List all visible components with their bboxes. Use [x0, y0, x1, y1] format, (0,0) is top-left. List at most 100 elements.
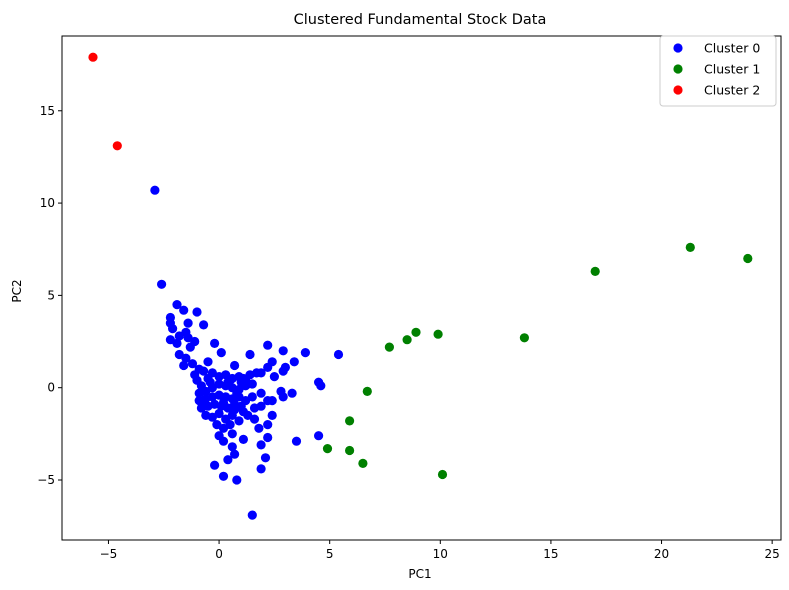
point-cluster-0-85: [278, 346, 288, 356]
point-cluster-0-113: [256, 440, 266, 450]
point-cluster-1-7: [743, 253, 753, 264]
y-tick-label: 10: [40, 196, 55, 210]
legend-frame: [659, 35, 777, 107]
point-cluster-0-80: [263, 340, 273, 350]
point-cluster-0-61: [207, 412, 217, 422]
point-cluster-0-107: [238, 407, 248, 417]
point-cluster-0-16: [185, 342, 195, 352]
point-cluster-0-19: [203, 357, 213, 367]
point-cluster-0-82: [230, 360, 240, 371]
point-cluster-0-111: [227, 429, 237, 439]
point-cluster-0-68: [225, 420, 235, 430]
point-cluster-1-2: [411, 327, 421, 337]
point-cluster-1-10: [322, 444, 333, 454]
point-cluster-0-116: [227, 442, 237, 452]
point-cluster-0-95: [256, 388, 266, 398]
point-cluster-0-93: [280, 362, 290, 372]
point-cluster-0-74: [218, 397, 229, 408]
point-cluster-0-102: [267, 396, 277, 406]
point-cluster-0-108: [249, 414, 260, 424]
point-cluster-0-14: [165, 335, 175, 345]
point-cluster-1-3: [433, 329, 443, 339]
point-cluster-0-84: [267, 357, 277, 367]
y-axis-title: PC2: [10, 279, 24, 302]
point-cluster-1-4: [519, 333, 530, 343]
point-cluster-0-109: [254, 423, 264, 433]
point-cluster-0-26: [199, 366, 209, 376]
point-cluster-0-9: [168, 324, 178, 334]
point-cluster-0-22: [187, 359, 198, 369]
point-cluster-1-12: [358, 458, 368, 468]
point-cluster-0-117: [223, 455, 233, 465]
point-cluster-1-13: [437, 469, 448, 480]
x-tick-label: −5: [100, 547, 118, 561]
point-cluster-0-17: [210, 338, 220, 348]
legend-label: Cluster 1: [704, 62, 760, 77]
point-cluster-0-100: [247, 392, 257, 402]
point-cluster-0-1: [157, 279, 167, 289]
x-axis-title: PC1: [408, 567, 431, 581]
y-tick-label: 15: [40, 104, 55, 118]
plot-frame: [61, 35, 782, 541]
point-cluster-0-18: [216, 348, 226, 358]
chart-title: Clustered Fundamental Stock Data: [294, 12, 547, 28]
point-cluster-0-118: [230, 449, 240, 459]
y-tick-label: 0: [47, 381, 55, 395]
point-cluster-2-0: [88, 52, 98, 62]
point-cluster-0-76: [225, 375, 235, 385]
series-cluster-0: [150, 185, 344, 520]
point-cluster-0-112: [238, 434, 248, 444]
point-cluster-0-126: [232, 475, 242, 485]
point-cluster-0-92: [269, 372, 279, 382]
axes: −5 0 5 10 15 20 25 −5 0 5 10 15: [37, 35, 782, 561]
point-cluster-0-24: [179, 360, 189, 371]
series-cluster-1: [322, 242, 753, 480]
legend-marker: [673, 85, 683, 95]
point-cluster-1-11: [345, 445, 355, 456]
point-cluster-0-73: [199, 399, 209, 409]
point-cluster-0-121: [291, 436, 302, 446]
point-cluster-0-75: [230, 399, 240, 409]
y-tick-label: 5: [47, 288, 55, 302]
y-tick-label: −5: [37, 473, 55, 487]
x-tick-label: 5: [326, 547, 334, 561]
point-cluster-0-99: [316, 381, 326, 391]
point-cluster-1-0: [384, 342, 394, 352]
point-cluster-0-12: [174, 331, 184, 341]
point-cluster-0-97: [287, 388, 297, 398]
point-cluster-0-30: [207, 368, 217, 378]
point-cluster-0-88: [333, 349, 344, 360]
plot-area: [88, 52, 753, 520]
point-cluster-0-2: [172, 300, 182, 310]
x-tick-label: 20: [654, 547, 669, 561]
point-cluster-0-72: [205, 377, 215, 387]
point-cluster-0-6: [199, 320, 209, 330]
point-cluster-0-62: [214, 408, 224, 419]
point-cluster-0-94: [243, 379, 253, 389]
x-tick-label: 10: [433, 547, 448, 561]
point-cluster-0-122: [314, 431, 324, 441]
point-cluster-0-87: [300, 348, 310, 358]
point-cluster-0-105: [278, 392, 288, 402]
point-cluster-1-5: [590, 266, 600, 276]
legend-marker: [673, 43, 683, 53]
x-tick-label: 15: [543, 547, 558, 561]
point-cluster-0-124: [256, 464, 266, 474]
point-cluster-0-5: [183, 318, 193, 328]
point-cluster-0-81: [245, 349, 255, 360]
point-cluster-0-70: [232, 388, 242, 398]
point-cluster-0-115: [218, 436, 229, 446]
point-cluster-0-110: [263, 420, 273, 430]
series-cluster-2: [88, 52, 122, 151]
legend-label: Cluster 2: [704, 83, 760, 98]
point-cluster-0-4: [192, 307, 202, 317]
point-cluster-1-6: [685, 242, 695, 252]
point-cluster-0-86: [289, 357, 299, 367]
point-cluster-1-1: [402, 335, 412, 345]
point-cluster-0-123: [210, 460, 220, 470]
point-cluster-0-104: [256, 401, 266, 411]
point-cluster-0-127: [247, 510, 257, 520]
point-cluster-0-125: [218, 471, 229, 481]
